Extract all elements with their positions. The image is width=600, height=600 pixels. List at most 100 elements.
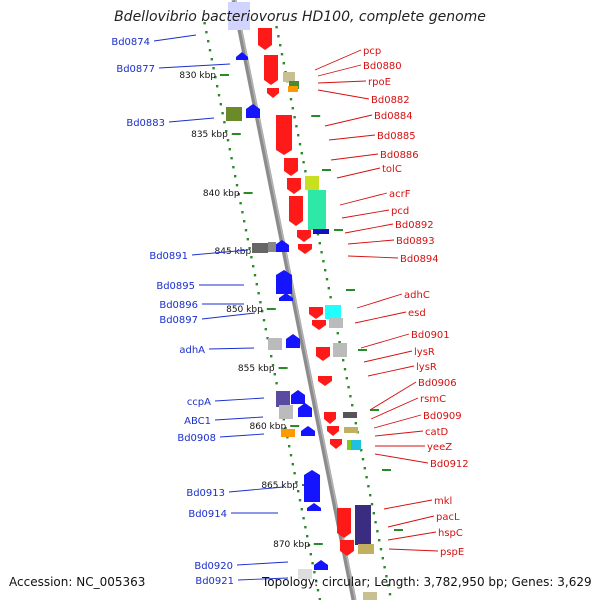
gene-reverse [284, 158, 298, 176]
gene-reverse-shape [327, 426, 339, 436]
ring-dot-right [351, 404, 354, 407]
label-leader [158, 63, 231, 69]
gene-reverse [340, 540, 354, 556]
gene-label-right: lysR [414, 347, 435, 358]
gene-forward [236, 52, 248, 60]
gene-reverse [276, 115, 292, 155]
gene-reverse [312, 320, 326, 330]
gene-forward [275, 240, 289, 252]
gene-label-left: Bd0883 [126, 118, 165, 129]
ring-dot-right [297, 134, 300, 137]
gene-homolog-block [226, 107, 242, 121]
ring-dot-right [324, 269, 327, 272]
gene-homolog-block [228, 2, 250, 30]
ring-dot-left [217, 94, 221, 97]
gene-label-left: Bd0874 [111, 37, 150, 48]
gene-forward [276, 270, 292, 294]
gene-reverse [264, 55, 278, 85]
ring-dot-left [298, 499, 302, 502]
gene-label-left: Bd0913 [186, 488, 225, 499]
gene-reverse-shape [276, 115, 292, 155]
ring-dot-right [367, 485, 370, 488]
label-leader [317, 89, 370, 100]
scale-tick-label: 855 kbp [238, 364, 275, 374]
ring-dot-right [293, 116, 296, 119]
ring-dot-left [315, 580, 318, 583]
gene-homolog-block [308, 190, 326, 230]
label-leader [341, 209, 390, 219]
gene-homolog-block [281, 429, 295, 437]
gene-forward [246, 104, 260, 118]
ring-dot-right [360, 449, 363, 452]
gene-label-left: Bd0914 [188, 509, 227, 520]
ring-dot-right [369, 494, 372, 497]
gene-forward [286, 334, 300, 348]
ring-dot-left [304, 526, 307, 529]
label-leader [347, 239, 395, 245]
gene-forward [279, 293, 293, 301]
gene-label-left: ccpA [187, 397, 211, 408]
gene-label-left: ABC1 [184, 416, 211, 427]
scale-tick-label: 865 kbp [261, 481, 298, 491]
gene-reverse-shape [287, 178, 301, 194]
gene-label-right: tolC [382, 164, 402, 175]
gene-forward [301, 426, 315, 436]
ring-dot-left [244, 229, 248, 232]
ring-dot-left [225, 130, 228, 133]
ring-dot-left [295, 481, 298, 484]
ring-dot-left [291, 463, 294, 466]
ring-dot-left [307, 544, 311, 547]
gene-label-right: hspC [438, 528, 463, 539]
gene-label-right: catD [425, 427, 449, 438]
ring-dot-right [298, 143, 302, 146]
gene-reverse [318, 376, 332, 386]
ring-dot-left [266, 337, 269, 340]
ring-dot-right [280, 53, 284, 56]
ring-dot-left [237, 193, 240, 196]
ring-dot-right [372, 512, 375, 515]
gene-homolog-block [279, 405, 293, 419]
scale-tick-label: 830 kbp [179, 71, 216, 81]
gene-reverse-shape [309, 307, 323, 319]
ring-dot-right [343, 368, 347, 371]
ring-dot-left [282, 418, 285, 421]
label-leader [208, 347, 255, 350]
gene-homolog-block [333, 343, 347, 357]
gene-label-right: yeeZ [427, 442, 452, 453]
gene-reverse-shape [330, 439, 342, 449]
ring-dot-right [379, 548, 383, 551]
ring-dot-right [275, 26, 278, 29]
label-leader [191, 249, 249, 256]
gene-label-left: Bd0920 [194, 561, 233, 572]
gene-forward-shape [275, 240, 289, 252]
ring-dot-right [325, 278, 329, 281]
label-leader [347, 255, 399, 259]
ring-dot-left [250, 256, 253, 259]
ring-dot-left [270, 355, 273, 358]
ring-dot-right [318, 242, 321, 245]
ring-dot-left [293, 472, 296, 475]
gene-label-left: Bd0897 [159, 315, 198, 326]
gene-forward-shape [246, 104, 260, 118]
gene-label-right: rsmC [420, 394, 446, 405]
ring-dot-right [327, 287, 330, 290]
ring-dot-left [252, 265, 255, 268]
gene-label-right: Bd0886 [380, 150, 419, 161]
gene-forward [291, 390, 305, 404]
figure-title: Bdellovibrio bacteriovorus HD100, comple… [114, 9, 486, 25]
gene-forward-shape [236, 52, 248, 60]
ring-dot-right [381, 557, 384, 560]
ring-dot-left [221, 112, 224, 115]
ring-dot-left [273, 373, 276, 376]
label-leader [237, 577, 289, 581]
scale-tick-label: 845 kbp [215, 247, 252, 257]
ring-dot-right [329, 296, 332, 299]
gene-reverse-shape [340, 540, 354, 556]
gene-homolog-block [252, 243, 268, 253]
gene-label-right: Bd0885 [377, 131, 416, 142]
gene-label-right: Bd0880 [363, 61, 402, 72]
ring-dot-left [300, 508, 303, 511]
ring-dot-left [288, 445, 291, 448]
gene-reverse [289, 196, 303, 226]
